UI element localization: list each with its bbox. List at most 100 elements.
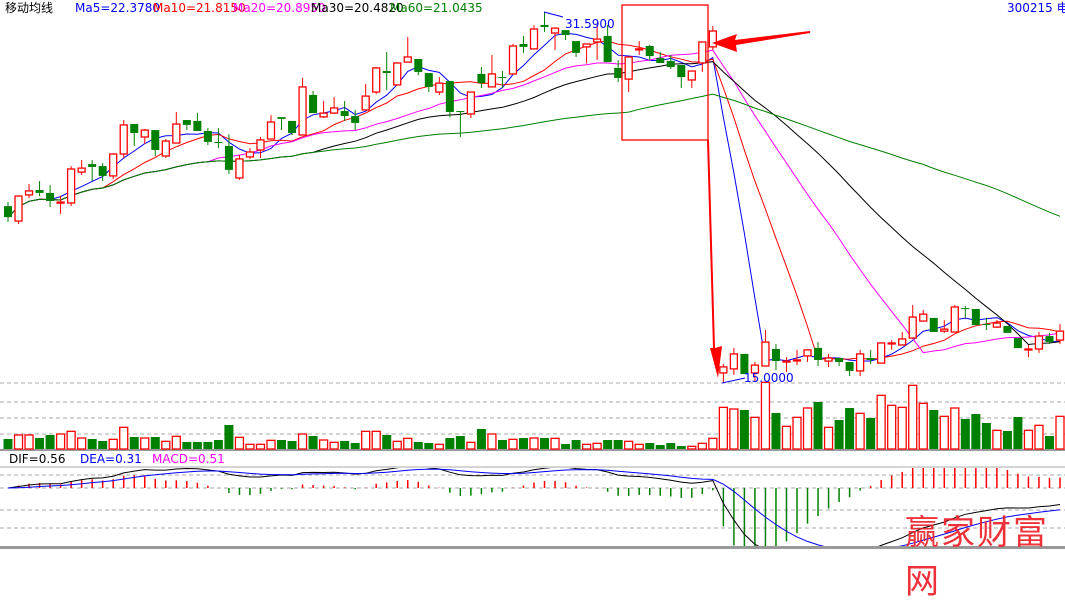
candle [750,361,760,383]
candle-body [329,107,339,114]
candle-body [88,164,97,167]
candle [182,120,191,131]
candle [319,101,328,118]
volume-bar [634,443,644,450]
candle [835,357,844,367]
volume-bar [161,440,171,450]
candle-body [235,158,244,179]
candle [677,65,686,89]
candle [1013,338,1022,349]
candle-body [98,166,107,176]
volume-bar [266,439,276,450]
macd-value: MACD=0.51 [152,452,225,466]
candle-body [456,111,465,113]
volume-bar [571,440,581,449]
volume-bar [361,430,371,450]
candle-body [445,81,454,112]
volume-bar [792,416,802,450]
volume-bar [424,443,434,449]
candle [666,54,675,70]
candle-body [708,30,717,48]
volume-bar [802,407,813,450]
candle-body [361,95,370,111]
candle-body [519,43,528,47]
candle [845,361,854,377]
highlight-box [621,4,709,141]
candle [203,128,212,146]
candle [792,349,802,366]
candle-body [435,82,444,93]
candle [266,115,276,140]
stock-chart[interactable]: 31.5900 15.0000 [0,0,1065,549]
candle [98,162,107,182]
candle [992,319,1002,328]
candle [466,91,476,118]
volume-bar [87,439,97,449]
candle [572,41,581,57]
candle-body [540,24,549,27]
candle-body [203,130,212,142]
candle-body [1045,336,1054,343]
candle [288,120,297,135]
volume-bar [1034,424,1044,450]
volume-bar [760,381,771,450]
candle-body [792,359,802,362]
ma30-line [7,61,1061,346]
candle-body [508,45,518,75]
candle-body [35,190,44,193]
candle-body [961,308,970,310]
candle [635,41,644,55]
candle-body [414,58,423,72]
volume-bar [781,425,792,450]
volume-bar [108,438,118,450]
candle [245,147,255,159]
volume-bar [540,438,550,449]
candle [372,67,381,95]
watermark: 赢家财富网 [905,513,1049,602]
candle-body [719,366,728,374]
candle [782,357,791,373]
volume-bar [476,429,486,449]
candle-body [1003,325,1012,333]
candle-body [498,77,507,79]
candle [35,181,44,197]
candle [340,101,349,121]
candle-body [46,192,55,201]
ma10-line [7,40,1061,361]
candle-body [814,347,823,360]
candle [982,317,991,330]
candle-body [214,141,223,144]
volume-bar [1002,431,1012,449]
dif-value: DIF=0.56 [9,452,66,466]
volume-bar [392,440,402,450]
candle [456,111,465,138]
volume-bar [718,406,729,450]
candle-body [119,124,128,155]
volume-bar [992,429,1002,450]
volume-bar [1013,417,1023,449]
candle-body [224,145,233,170]
candle [140,128,149,144]
candle [130,124,139,146]
volume-bar [876,394,886,450]
candle-body [824,357,833,362]
candle-body [582,43,591,48]
volume-bar [497,440,507,449]
candle [1003,325,1012,333]
panel-divider [0,449,1065,451]
candle-body [151,130,160,150]
candle [235,154,244,180]
candle-body [940,328,949,332]
candle-body [603,35,612,63]
volume-bar [592,442,602,450]
candle-body [182,120,191,125]
candle-body [898,338,907,346]
volume-bar [908,384,918,450]
candle-body [1013,338,1022,349]
candle [193,112,202,131]
candle [46,185,55,208]
volume-bar [234,436,245,450]
candle-body [635,48,644,51]
candle [298,77,307,136]
candle [614,60,623,82]
